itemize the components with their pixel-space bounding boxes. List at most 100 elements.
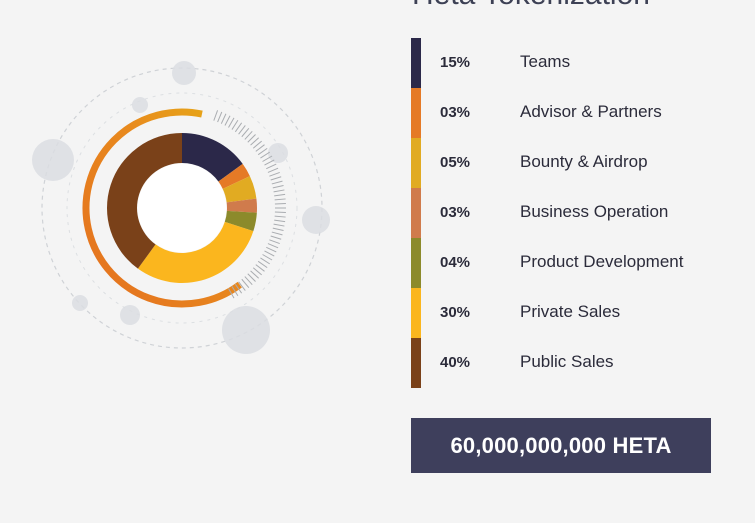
legend-label: Public Sales bbox=[520, 352, 614, 371]
tick-mark bbox=[252, 267, 262, 276]
tick-mark bbox=[224, 115, 231, 126]
legend-item: 30% Private Sales bbox=[411, 288, 751, 338]
tick-mark bbox=[250, 137, 260, 146]
donut-slice-4 bbox=[226, 198, 257, 213]
legend-label: Product Development bbox=[520, 252, 684, 271]
legend-swatch bbox=[411, 238, 421, 288]
legend-percent: 30% bbox=[440, 304, 471, 321]
chart-legend: 15% Teams 03% Advisor & Partners 05% Bounty &… bbox=[411, 38, 751, 388]
tick-mark bbox=[274, 219, 286, 223]
tick-mark bbox=[252, 140, 262, 149]
legend-swatch bbox=[411, 138, 421, 188]
tick-mark bbox=[267, 243, 279, 249]
tick-mark bbox=[238, 281, 246, 291]
tick-mark bbox=[247, 134, 256, 143]
tick-mark bbox=[272, 227, 284, 231]
tick-mark bbox=[273, 189, 285, 193]
tick-mark bbox=[262, 254, 273, 261]
legend-item: 03% Business Operation bbox=[411, 188, 751, 238]
tick-mark bbox=[231, 120, 239, 130]
legend-label: Advisor & Partners bbox=[520, 102, 662, 121]
tick-mark bbox=[257, 147, 268, 156]
tick-mark bbox=[255, 264, 265, 272]
legend-label: Bounty & Airdrop bbox=[520, 152, 648, 171]
legend-percent: 03% bbox=[440, 104, 471, 121]
donut-slice-2 bbox=[218, 163, 250, 189]
tick-mark bbox=[250, 270, 260, 279]
legend-swatch bbox=[411, 188, 421, 238]
decor-bubble-8 bbox=[222, 306, 270, 354]
tick-mark bbox=[260, 257, 270, 265]
tick-mark bbox=[270, 235, 282, 240]
outer-accent-ring bbox=[82, 108, 242, 308]
tick-mark bbox=[266, 246, 277, 253]
tick-mark bbox=[257, 260, 268, 269]
tick-mark bbox=[244, 276, 253, 286]
tick-mark bbox=[241, 128, 250, 138]
tick-mark bbox=[244, 130, 253, 140]
donut-center-hole bbox=[137, 163, 227, 253]
tick-mark bbox=[270, 176, 282, 181]
legend-swatch bbox=[411, 288, 421, 338]
legend-item: 04% Product Development bbox=[411, 238, 751, 288]
tick-mark bbox=[264, 159, 275, 166]
tick-mark bbox=[234, 283, 243, 294]
legend-item: 05% Bounty & Airdrop bbox=[411, 138, 751, 188]
tick-mark bbox=[273, 223, 285, 227]
legend-item: 03% Advisor & Partners bbox=[411, 88, 751, 138]
tick-mark bbox=[271, 180, 283, 185]
tick-mark bbox=[247, 273, 256, 282]
donut-slice-3 bbox=[222, 176, 257, 203]
tokenization-donut-chart bbox=[32, 61, 330, 354]
tick-mark bbox=[228, 117, 235, 128]
decor-bubble-2 bbox=[132, 97, 148, 113]
page-title: Heta Tokenization bbox=[412, 0, 650, 12]
total-supply-banner: 60,000,000,000 HETA bbox=[411, 418, 711, 473]
tick-mark bbox=[274, 198, 286, 201]
legend-percent: 15% bbox=[440, 54, 471, 71]
legend-swatch bbox=[411, 88, 421, 138]
legend-percent: 05% bbox=[440, 154, 471, 171]
donut-slice-6 bbox=[137, 221, 254, 283]
tick-mark bbox=[264, 250, 275, 257]
tick-mark bbox=[269, 239, 280, 245]
decor-bubble-1 bbox=[172, 61, 196, 85]
legend-swatch bbox=[411, 338, 421, 388]
donut-chart-svg bbox=[32, 61, 330, 354]
tick-mark bbox=[213, 110, 219, 121]
inner-orbit-ring bbox=[66, 92, 298, 324]
tick-mark bbox=[260, 151, 270, 159]
donut-slice-5 bbox=[224, 210, 257, 232]
tick-mark bbox=[217, 111, 223, 123]
legend-label: Business Operation bbox=[520, 202, 669, 221]
legend-percent: 40% bbox=[440, 354, 471, 371]
decor-bubble-6 bbox=[72, 295, 88, 311]
legend-swatch bbox=[411, 38, 421, 88]
legend-item: 40% Public Sales bbox=[411, 338, 751, 388]
tick-mark bbox=[255, 144, 265, 152]
decor-bubble-3 bbox=[32, 139, 74, 181]
tick-mark bbox=[271, 231, 283, 236]
legend-percent: 03% bbox=[440, 204, 471, 221]
tick-mark bbox=[272, 185, 284, 189]
tick-mark bbox=[267, 167, 279, 173]
legend-item: 15% Teams bbox=[411, 38, 751, 88]
legend-label: Private Sales bbox=[520, 302, 621, 321]
tick-mark bbox=[266, 163, 277, 170]
decor-bubble-5 bbox=[302, 206, 330, 234]
donut-slice-7 bbox=[107, 133, 182, 269]
legend-percent: 04% bbox=[440, 254, 471, 271]
tick-mark bbox=[269, 171, 280, 177]
tick-mark bbox=[238, 125, 246, 135]
tick-mark bbox=[274, 215, 286, 218]
donut-slice-1 bbox=[182, 133, 243, 182]
tick-mark bbox=[228, 288, 235, 299]
decor-bubble-7 bbox=[120, 305, 140, 325]
tick-mark bbox=[274, 193, 286, 197]
tick-mark bbox=[262, 155, 273, 162]
legend-label: Teams bbox=[520, 52, 571, 71]
tick-mark bbox=[231, 286, 239, 296]
tick-mark bbox=[241, 278, 250, 288]
tick-mark bbox=[234, 122, 243, 133]
decor-bubble-4 bbox=[268, 143, 288, 163]
